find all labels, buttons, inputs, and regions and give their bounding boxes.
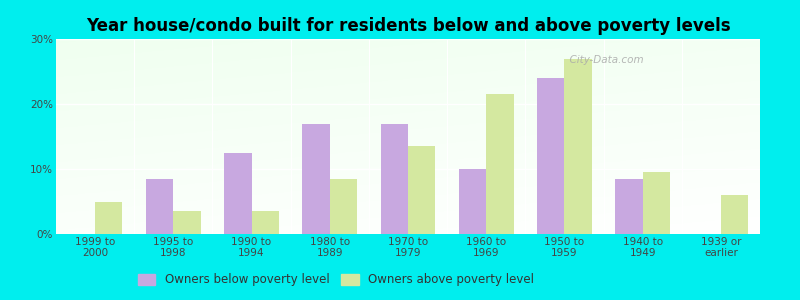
Bar xyxy=(565,58,592,234)
Title: Year house/condo built for residents below and above poverty levels: Year house/condo built for residents bel… xyxy=(86,17,730,35)
Bar xyxy=(381,124,408,234)
Text: City-Data.com: City-Data.com xyxy=(563,55,643,64)
Bar xyxy=(642,172,670,234)
Bar xyxy=(330,179,357,234)
Bar xyxy=(224,153,251,234)
Legend: Owners below poverty level, Owners above poverty level: Owners below poverty level, Owners above… xyxy=(133,269,539,291)
Bar xyxy=(95,202,122,234)
Bar xyxy=(459,169,486,234)
Bar xyxy=(537,78,565,234)
Bar xyxy=(615,179,642,234)
Bar xyxy=(408,146,435,234)
Bar xyxy=(486,94,514,234)
Bar xyxy=(174,211,201,234)
Bar xyxy=(721,195,748,234)
Bar xyxy=(251,211,279,234)
Bar xyxy=(146,179,174,234)
Bar xyxy=(302,124,330,234)
